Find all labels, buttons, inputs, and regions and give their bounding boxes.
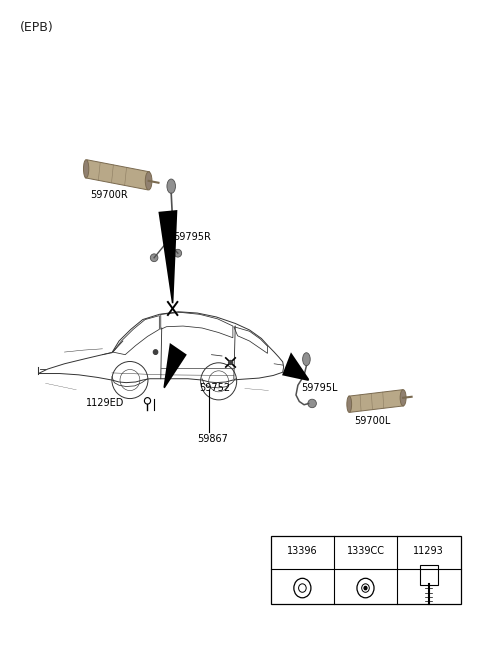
Text: 59700L: 59700L bbox=[354, 416, 390, 426]
Text: 11293: 11293 bbox=[413, 546, 444, 556]
Ellipse shape bbox=[228, 361, 232, 365]
Text: 1129ED: 1129ED bbox=[86, 398, 124, 408]
Polygon shape bbox=[282, 352, 309, 381]
Ellipse shape bbox=[150, 254, 158, 262]
Ellipse shape bbox=[174, 249, 181, 257]
Text: 13396: 13396 bbox=[287, 546, 318, 556]
Ellipse shape bbox=[400, 390, 406, 406]
Polygon shape bbox=[85, 160, 150, 190]
Ellipse shape bbox=[154, 350, 158, 354]
FancyBboxPatch shape bbox=[271, 536, 461, 604]
Text: (EPB): (EPB) bbox=[19, 21, 53, 34]
Ellipse shape bbox=[167, 179, 176, 194]
Polygon shape bbox=[163, 343, 187, 388]
Ellipse shape bbox=[364, 586, 367, 590]
Ellipse shape bbox=[308, 400, 316, 407]
Ellipse shape bbox=[84, 159, 89, 178]
Ellipse shape bbox=[145, 172, 152, 190]
Polygon shape bbox=[348, 390, 404, 413]
Polygon shape bbox=[158, 210, 177, 303]
Text: 1339CC: 1339CC bbox=[347, 546, 384, 556]
Text: 59795R: 59795R bbox=[174, 232, 212, 242]
Text: 59795L: 59795L bbox=[301, 383, 338, 394]
Ellipse shape bbox=[347, 396, 352, 413]
Text: 59752: 59752 bbox=[200, 383, 231, 393]
Text: 59700R: 59700R bbox=[91, 190, 128, 200]
Ellipse shape bbox=[302, 353, 310, 366]
Text: 59867: 59867 bbox=[197, 434, 228, 443]
